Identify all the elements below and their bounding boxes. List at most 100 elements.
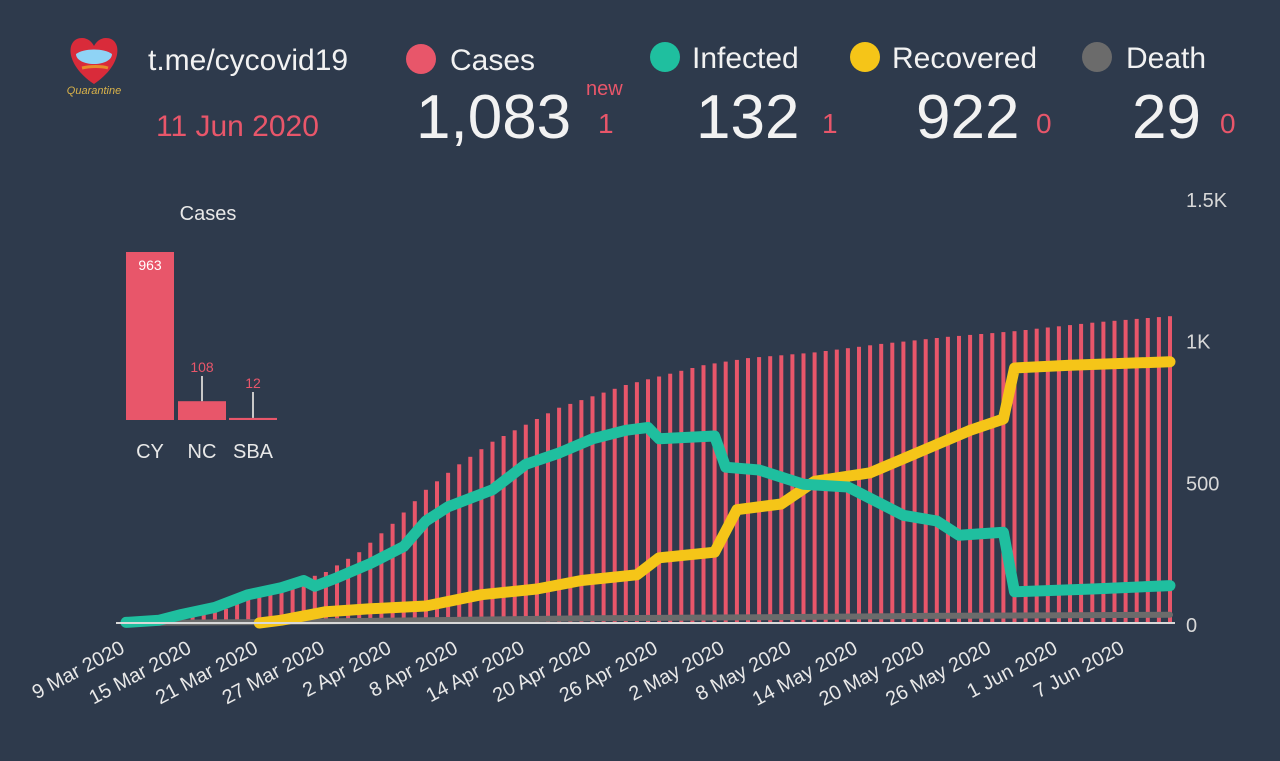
cases-bar [357,552,362,623]
cases-bar [1156,317,1161,623]
cases-bar [335,565,339,623]
death-legend-dot [1082,42,1112,72]
cases-bar [1123,319,1128,623]
cases-bar [435,481,439,623]
cases-bar [1145,318,1150,623]
cases-bar [501,436,506,623]
cases-bar [212,611,217,623]
cases-value: 1,083 [416,83,572,152]
cases-bar [657,376,662,623]
y-tick-label: 1.5K [1186,190,1228,212]
cases-bar [957,335,961,623]
recovered-value: 922 [916,83,1020,152]
cases-bar [534,419,539,623]
cases-bar [646,379,650,623]
cases-bar [612,388,617,623]
cases-bar [1112,320,1117,623]
cases-bar [934,338,939,623]
cases-bar [346,558,351,623]
cases-bar [879,343,884,623]
cases-bar [601,392,606,623]
cases-bar [757,357,762,623]
cases-bar [1001,332,1006,623]
cases-bar [390,523,395,623]
cases-bar [1168,316,1172,623]
cases-bar [257,594,262,623]
infected-legend-dot [650,42,680,72]
cases-bar [224,608,228,623]
cases-bar [512,430,517,623]
cases-bar [790,354,795,623]
infected-line [120,422,1176,628]
cases-bar [301,579,306,623]
cases-bar [990,333,995,623]
inset-category-label: SBA [233,441,274,463]
cases-bar [379,533,384,623]
recovered-line [253,356,1176,629]
infected-value: 132 [696,83,800,152]
cases-bar [201,613,206,623]
cases-bar [523,424,528,623]
cases-bar [246,599,251,623]
cases-bar [579,400,584,623]
cases-bar [1023,330,1028,623]
cases-bar [557,407,562,623]
recovered-label: Recovered [892,42,1038,75]
inset-value-label: 12 [245,375,261,391]
quarantine-logo: Quarantine [58,28,130,100]
inset-value-label: 108 [190,359,214,375]
cases-bar [723,361,728,623]
inset-bar-sba [229,417,277,420]
cases-legend-dot [406,44,436,74]
cases-bar [423,489,428,623]
cases-bar [368,542,373,623]
svg-text:Quarantine: Quarantine [67,85,121,97]
cases-bar [623,385,628,623]
cases-bar [868,345,873,623]
cases-bar [446,472,451,623]
cases-bar [1034,328,1039,623]
recovered-delta: 0 [1036,108,1052,139]
cases-bar [279,587,284,623]
cases-bar [568,403,573,623]
cases-bar [912,340,917,623]
cases-bar [679,370,684,623]
report-date: 11 Jun 2020 [156,110,319,143]
cases-bar [634,382,639,623]
cases-bar [945,336,950,623]
cases-bar [701,365,706,623]
y-tick-label: 1K [1186,332,1211,354]
death-value: 29 [1132,83,1201,152]
cases-bar [401,512,406,623]
cases-bar [690,368,695,623]
cases-bar [235,604,240,623]
cases-bar [712,363,717,623]
infected-label: Infected [692,42,799,75]
cases-bar [734,359,739,623]
cases-bar [323,572,328,623]
cases-label: Cases [450,44,536,77]
death-delta: 0 [1220,108,1236,139]
cases-bar [746,358,750,623]
cases-bar [857,346,861,624]
cases-bar [968,334,973,623]
cases-bar [779,355,784,624]
cases-delta: 1 [598,108,614,139]
cases-bar [457,464,462,623]
cases-bar [1101,321,1106,623]
cases-bar [768,356,773,623]
inset-category-label: NC [188,441,217,463]
inset-value-label: 963 [138,257,162,273]
cases-bar [1079,323,1084,623]
cases-bar [1012,331,1017,623]
cases-bar [668,373,673,623]
channel-link[interactable]: t.me/cycovid19 [148,44,349,77]
inset-bar-nc [178,401,226,420]
inset-bar-cy [126,252,174,420]
cases-bar [1090,322,1095,623]
recovered-legend-dot [850,42,880,72]
inset-category-label: CY [136,441,164,463]
infected-delta: 1 [822,108,838,139]
y-tick-label: 0 [1186,615,1197,637]
